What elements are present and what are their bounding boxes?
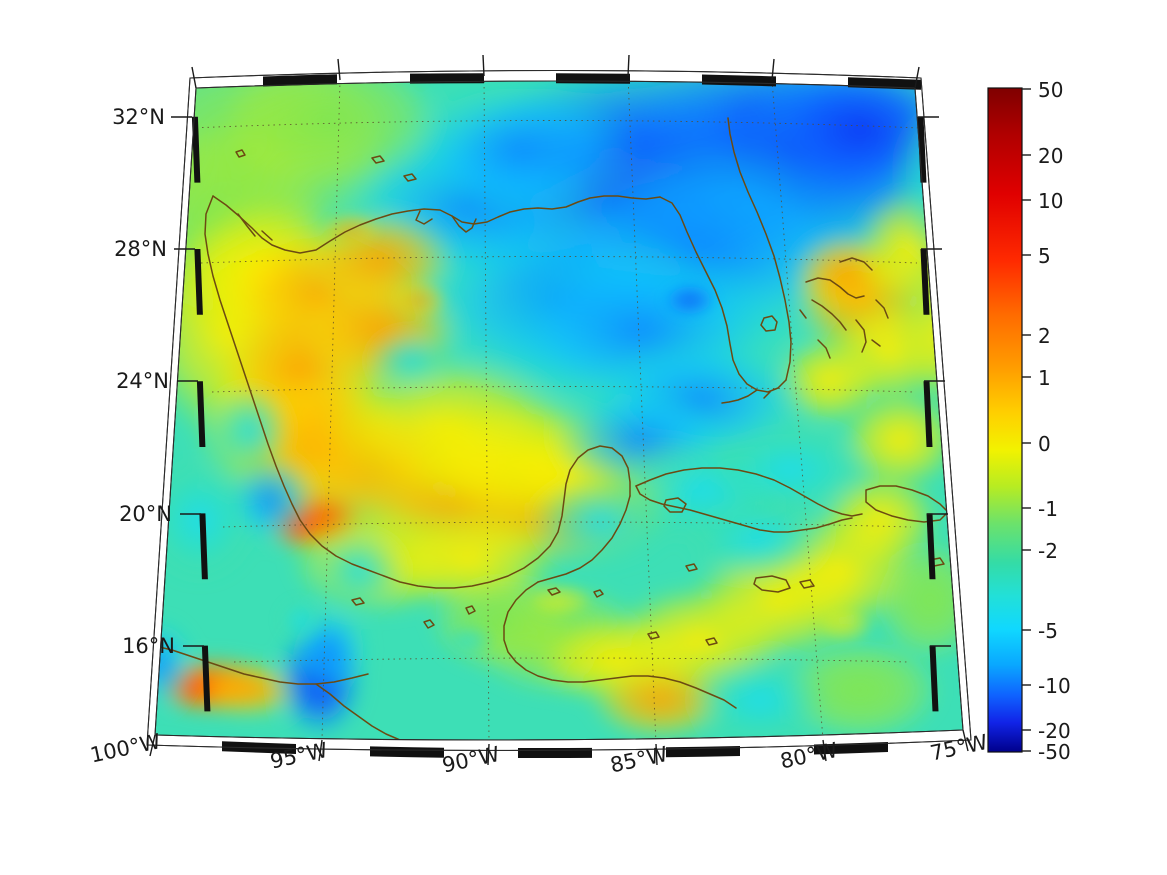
colorbar-tick-label-neg20: -20 — [1038, 719, 1071, 743]
y-tick-label-16n: 16°N — [122, 634, 175, 658]
colorbar-tick-label-neg1: -1 — [1038, 497, 1058, 521]
coastlines — [155, 117, 949, 740]
y-tick-label-24n: 24°N — [116, 369, 169, 393]
map-frame — [146, 69, 972, 759]
colorbar-tick-label-1: 1 — [1038, 366, 1051, 390]
axis-ticks — [149, 54, 969, 766]
colorbar-tick-label-50: 50 — [1038, 78, 1064, 102]
y-tick-label-20n: 20°N — [119, 502, 172, 526]
y-tick-label-28n: 28°N — [114, 237, 167, 261]
colorbar-tick-label-10: 10 — [1038, 189, 1064, 213]
colorbar-tick-label-5: 5 — [1038, 244, 1051, 268]
colorbar-tick-label-neg50: -50 — [1038, 740, 1071, 764]
colorbar-tick-label-neg2: -2 — [1038, 539, 1058, 563]
colorbar-tick-label-20: 20 — [1038, 144, 1064, 168]
colorbar-tick-label-2: 2 — [1038, 324, 1051, 348]
scalar-field — [155, 81, 963, 740]
colorbar-tick-label-0: 0 — [1038, 432, 1051, 456]
colorbar-tick-label-neg10: -10 — [1038, 674, 1071, 698]
y-tick-label-32n: 32°N — [112, 105, 165, 129]
colorbar[interactable] — [987, 87, 1031, 753]
colorbar-tick-label-neg5: -5 — [1038, 619, 1058, 643]
